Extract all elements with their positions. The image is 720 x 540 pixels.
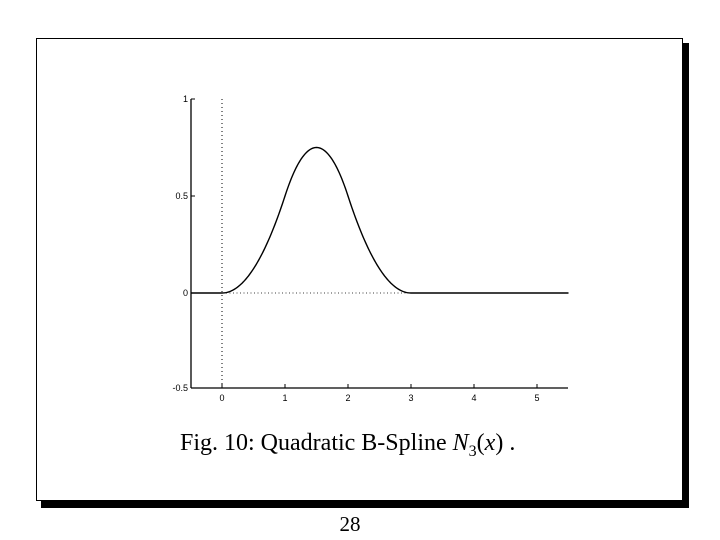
y-tick-label-1: 1: [183, 94, 188, 104]
page-number: 28: [339, 512, 361, 536]
caption-variable: x: [484, 430, 496, 456]
figure-caption: Fig. 10: Quadratic B-Spline N3(x) .: [180, 430, 600, 461]
caption-subscript: 3: [468, 442, 477, 460]
x-tick-label-2: 2: [345, 393, 350, 403]
x-tick-label-1: 1: [282, 393, 287, 403]
x-tick-label-5: 5: [534, 393, 539, 403]
y-tick-label-0: 0: [183, 288, 188, 298]
y-tick-label-0.5: 0.5: [175, 191, 188, 201]
x-tick-label-3: 3: [408, 393, 413, 403]
caption-open-paren: (: [476, 430, 485, 456]
x-tick-label-0: 0: [219, 393, 224, 403]
x-tick-label-4: 4: [471, 393, 476, 403]
caption-prefix: Fig. 10: Quadratic B-Spline: [180, 430, 453, 456]
caption-close-paren: ): [495, 430, 504, 456]
series-line-bspline: [190, 146, 569, 294]
caption-function: N: [452, 430, 469, 456]
slide-frame: [36, 38, 683, 501]
y-tick-label--0.5: -0.5: [172, 383, 188, 393]
caption-suffix: .: [503, 430, 516, 456]
